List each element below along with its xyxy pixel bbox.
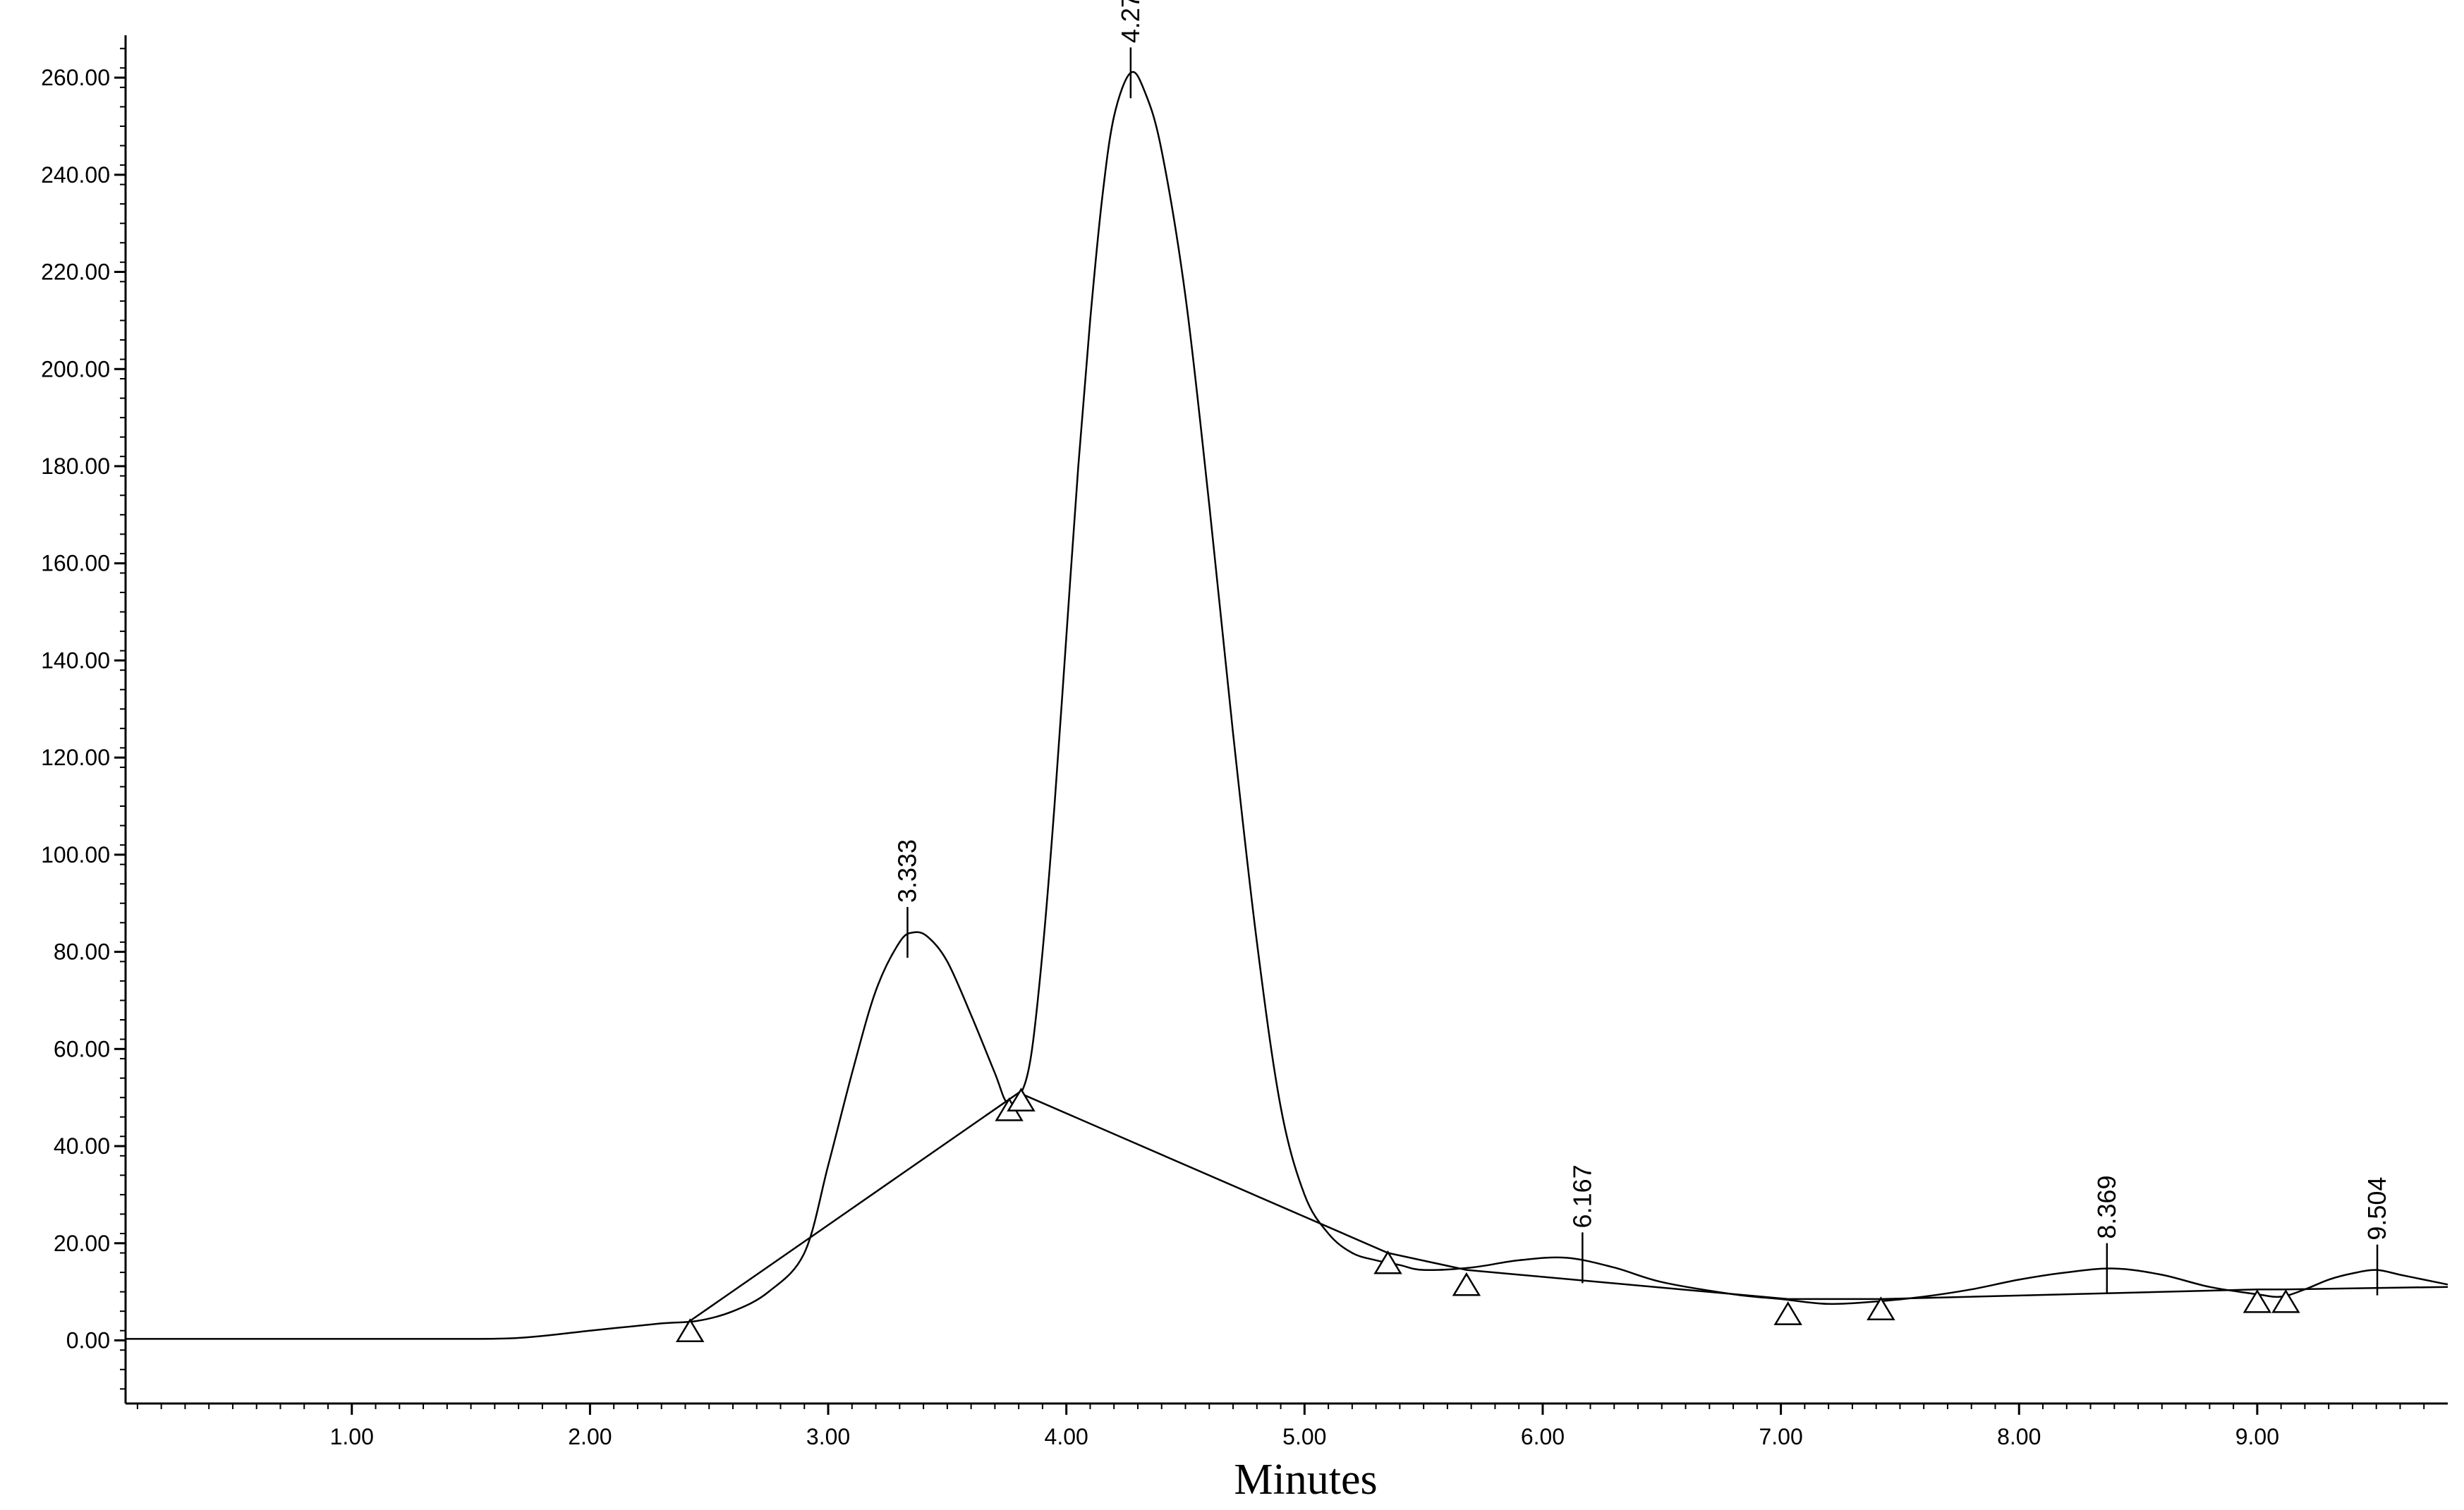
x-tick-label: 1.00 (330, 1424, 374, 1449)
x-tick-label: 7.00 (1759, 1424, 1802, 1449)
integration-marker (2243, 1289, 2272, 1313)
x-tick-label: 5.00 (1282, 1424, 1326, 1449)
y-tick-label: 240.00 (41, 162, 110, 188)
y-tick-label: 260.00 (41, 65, 110, 90)
y-tick-label: 100.00 (41, 842, 110, 867)
x-tick-label: 4.00 (1045, 1424, 1088, 1449)
integration-marker (675, 1318, 705, 1342)
y-tick-label: 120.00 (41, 745, 110, 770)
peak-label: 6.167 (1567, 1164, 1596, 1228)
y-tick-label: 220.00 (41, 260, 110, 285)
y-tick-label: 200.00 (41, 356, 110, 382)
x-tick-label: 9.00 (2235, 1424, 2279, 1449)
peak-annotations: 3.333 4.270 6.167 8.369 9.504 (893, 0, 2391, 1296)
peak-label: 8.369 (2092, 1175, 2121, 1238)
signal-trace (126, 71, 2448, 1340)
integration-marker (1867, 1296, 1895, 1320)
integration-marker (1452, 1272, 1481, 1296)
y-tick-label: 180.00 (41, 453, 110, 479)
y-tick-label: 60.00 (54, 1036, 110, 1061)
integration-marker (1007, 1088, 1036, 1112)
integration-marker (1373, 1250, 1402, 1274)
integration-marker (2271, 1289, 2300, 1313)
x-tick-label: 2.00 (568, 1424, 612, 1449)
peak-label: 4.270 (1116, 0, 1145, 43)
y-tick-label: 80.00 (54, 939, 110, 965)
integration-markers (675, 1088, 2300, 1342)
x-tick-label: 3.00 (806, 1424, 850, 1449)
y-tick-label: 40.00 (54, 1133, 110, 1159)
peak-label: 3.333 (893, 839, 922, 903)
x-tick-label: 6.00 (1521, 1424, 1565, 1449)
peak-label: 9.504 (2362, 1177, 2391, 1241)
x-axis-title: Minutes (1234, 1456, 1377, 1504)
y-tick-label: 20.00 (54, 1231, 110, 1256)
y-tick-label: 0.00 (66, 1327, 110, 1353)
x-tick-label: 8.00 (1997, 1424, 2041, 1449)
integration-marker (1773, 1301, 1802, 1325)
axes: 0.00 20.00 40.00 60.00 80.00 100.00 120.00 140.… (41, 35, 2448, 1449)
signal-trace-group (126, 71, 2448, 1340)
y-tick-label: 140.00 (41, 647, 110, 673)
y-tick-label: 160.00 (41, 551, 110, 576)
